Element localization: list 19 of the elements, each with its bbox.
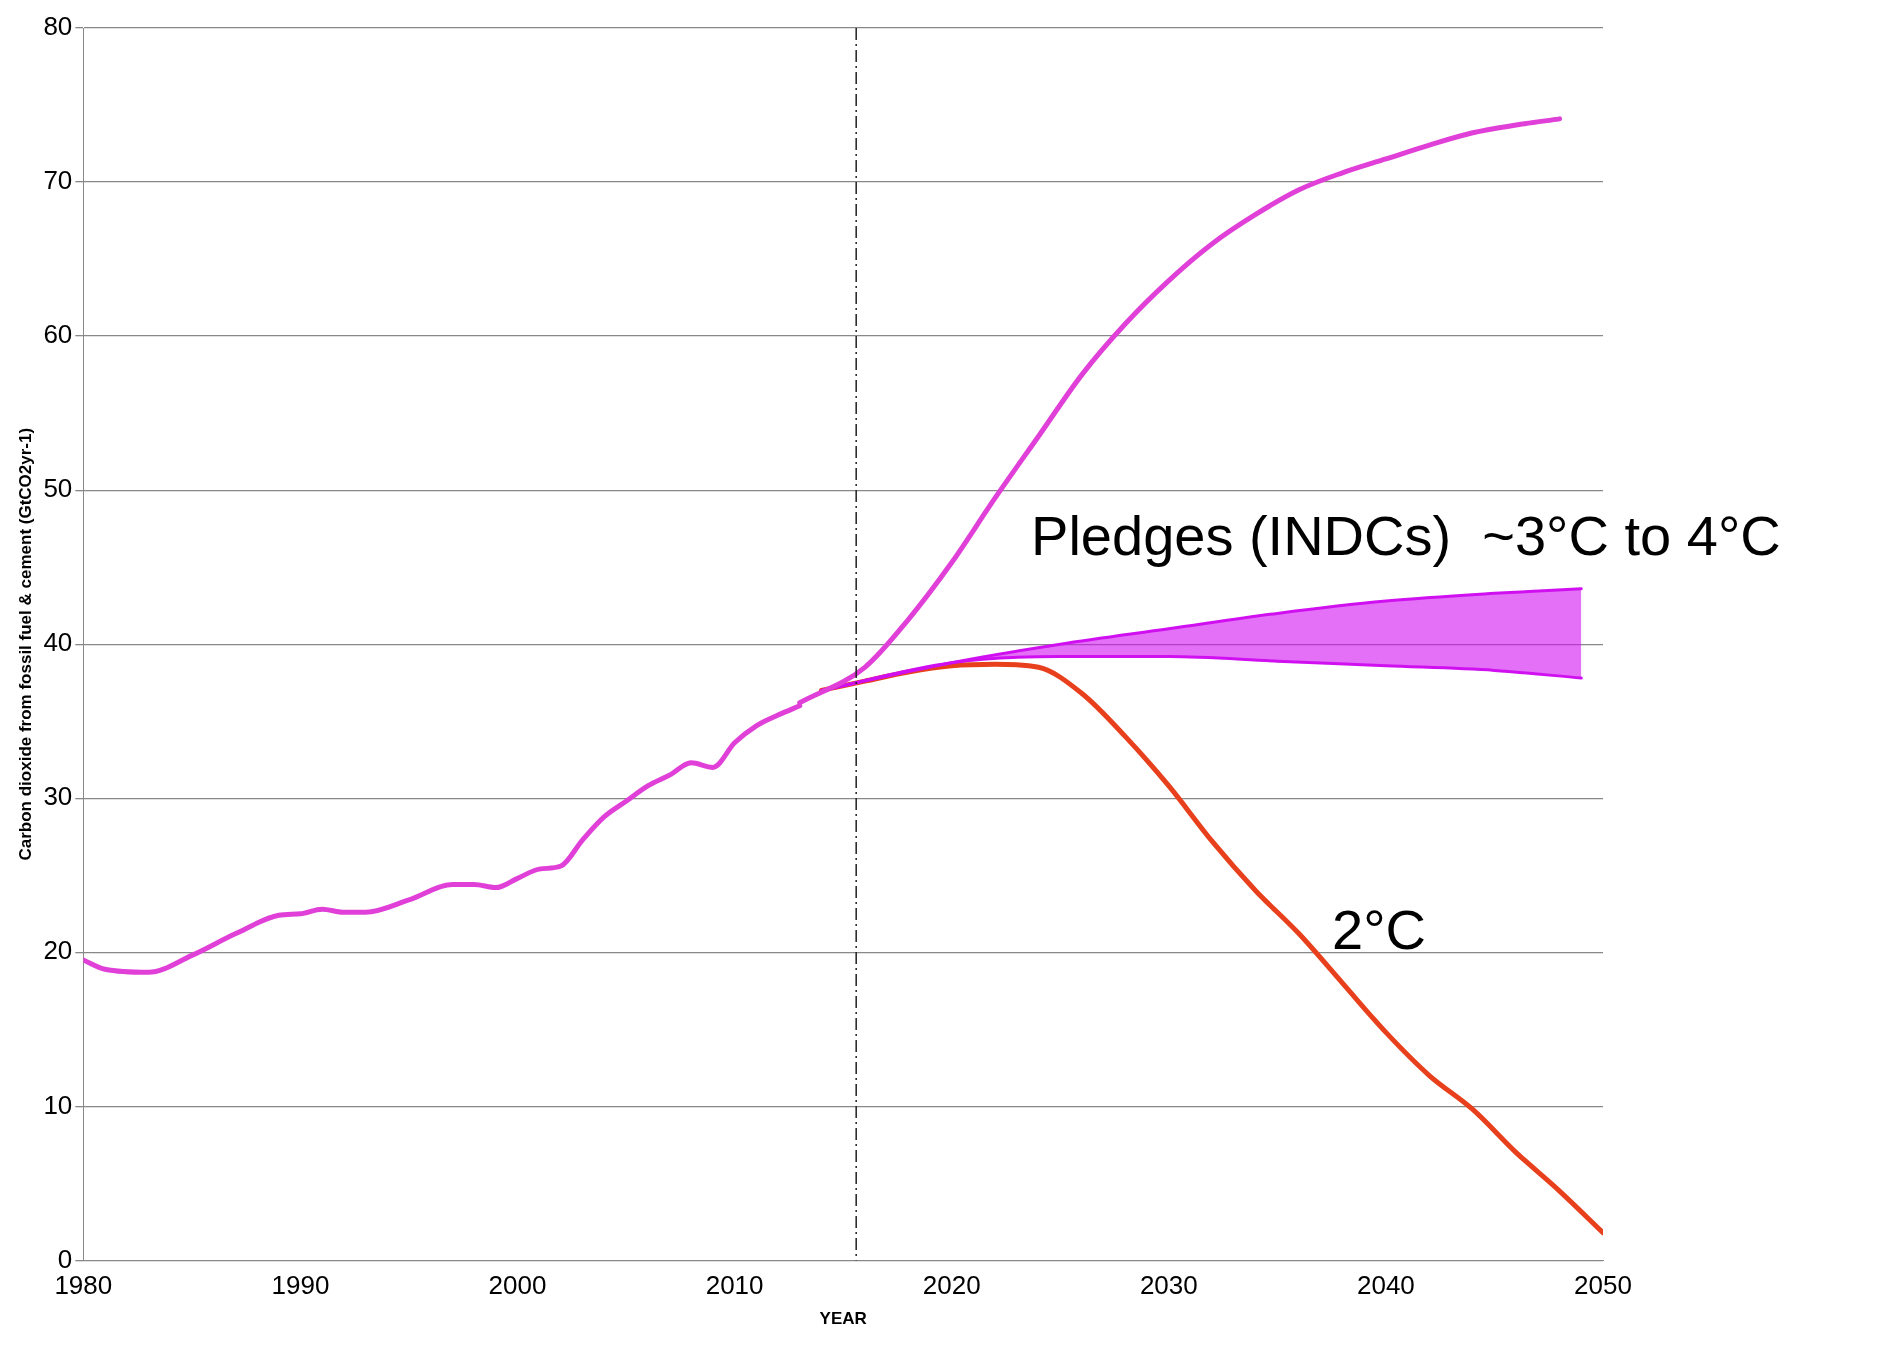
y-tick-label: 10 xyxy=(43,1089,73,1120)
x-tick-label: 2030 xyxy=(1139,1270,1198,1301)
x-tick-label: 2000 xyxy=(488,1270,547,1301)
series-label: Pledges (INDCs) ~3°C to 4°C xyxy=(1031,503,1781,567)
x-tick-label: 2020 xyxy=(922,1270,981,1301)
y-tick-label: 30 xyxy=(43,781,73,812)
series-label: 2°C xyxy=(1332,898,1427,962)
x-tick-label: 1990 xyxy=(271,1270,330,1301)
y-tick-label: 80 xyxy=(43,11,73,42)
x-tick-label: 2050 xyxy=(1574,1270,1632,1301)
y-axis-title: Carbon dioxide from fossil fuel & cement (GtCO2yr-1) xyxy=(15,427,35,861)
y-tick-label: 60 xyxy=(43,319,73,350)
y-tick-label: 20 xyxy=(43,935,73,966)
y-tick-label: 50 xyxy=(43,473,73,504)
y-tick-label: 40 xyxy=(43,627,73,658)
x-tick-label: 2010 xyxy=(705,1270,764,1301)
y-tick-label: 70 xyxy=(43,165,73,196)
x-tick-label: 2040 xyxy=(1356,1270,1415,1301)
x-axis-title: YEAR xyxy=(819,1309,867,1329)
